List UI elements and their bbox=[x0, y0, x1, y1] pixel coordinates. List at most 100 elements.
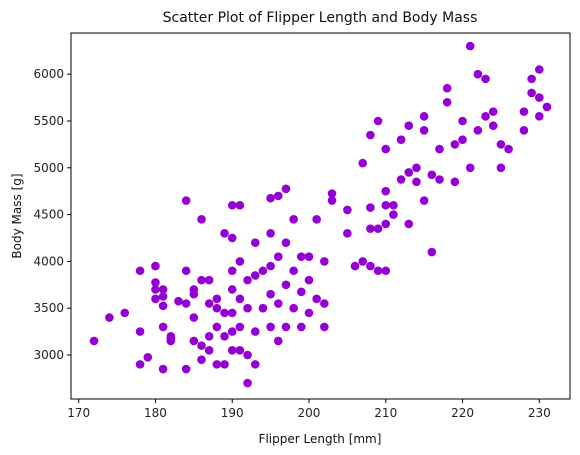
data-point bbox=[158, 285, 168, 294]
data-point bbox=[381, 144, 391, 154]
data-point bbox=[227, 266, 237, 276]
data-point bbox=[312, 214, 321, 224]
data-point bbox=[381, 200, 391, 210]
data-point bbox=[250, 327, 260, 336]
data-point bbox=[220, 360, 229, 369]
data-point bbox=[174, 296, 183, 306]
points-layer bbox=[89, 41, 552, 388]
data-point bbox=[181, 266, 191, 276]
x-axis-ticks: 170 180 190 200 210 220 230 bbox=[67, 399, 551, 420]
data-point bbox=[496, 140, 506, 149]
x-tick-label: 190 bbox=[221, 406, 244, 420]
x-tick-label: 200 bbox=[298, 406, 321, 420]
data-point bbox=[289, 303, 298, 313]
data-point bbox=[327, 189, 337, 198]
data-point bbox=[258, 303, 268, 313]
data-point bbox=[343, 205, 352, 215]
data-point bbox=[427, 170, 437, 180]
data-point bbox=[151, 294, 160, 304]
data-point bbox=[412, 163, 421, 173]
data-point bbox=[204, 299, 214, 308]
data-point bbox=[243, 350, 252, 360]
data-point bbox=[312, 294, 321, 304]
data-point bbox=[189, 313, 199, 322]
data-point bbox=[389, 200, 398, 210]
data-point bbox=[143, 353, 153, 362]
data-point bbox=[204, 346, 214, 355]
data-point bbox=[297, 287, 306, 297]
x-tick-label: 210 bbox=[374, 406, 397, 420]
data-point bbox=[266, 322, 275, 332]
data-point bbox=[151, 278, 160, 287]
data-point bbox=[373, 116, 383, 126]
data-point bbox=[458, 116, 467, 126]
y-tick-label: 3000 bbox=[33, 348, 64, 362]
data-point bbox=[435, 144, 444, 154]
data-point bbox=[120, 308, 130, 318]
data-point bbox=[151, 285, 160, 294]
data-point bbox=[273, 336, 283, 346]
data-point bbox=[320, 322, 329, 332]
data-point bbox=[212, 294, 222, 304]
y-tick-label: 4000 bbox=[33, 254, 64, 268]
data-point bbox=[220, 308, 229, 318]
data-point bbox=[227, 200, 237, 210]
data-point bbox=[266, 289, 275, 299]
data-point bbox=[519, 107, 529, 116]
data-point bbox=[281, 280, 291, 290]
data-point bbox=[197, 355, 206, 364]
data-point bbox=[527, 88, 536, 98]
data-point bbox=[250, 360, 260, 369]
data-point bbox=[389, 210, 398, 219]
data-point bbox=[327, 196, 337, 205]
data-point bbox=[320, 299, 329, 308]
data-point bbox=[350, 261, 360, 271]
data-point bbox=[289, 266, 298, 276]
data-point bbox=[258, 266, 268, 276]
data-point bbox=[527, 74, 536, 84]
data-point bbox=[273, 252, 283, 262]
data-point bbox=[212, 360, 222, 369]
x-axis-label: Flipper Length [mm] bbox=[259, 432, 382, 446]
data-point bbox=[358, 257, 368, 266]
y-tick-label: 5000 bbox=[33, 161, 64, 175]
data-point bbox=[404, 121, 414, 130]
data-point bbox=[158, 292, 168, 301]
data-point bbox=[158, 301, 168, 311]
data-point bbox=[227, 346, 237, 355]
data-point bbox=[235, 257, 245, 266]
chart-title: Scatter Plot of Flipper Length and Body … bbox=[163, 10, 478, 26]
data-point bbox=[381, 186, 391, 196]
data-point bbox=[135, 266, 145, 276]
data-point bbox=[197, 214, 206, 224]
data-point bbox=[442, 83, 452, 93]
data-point bbox=[297, 252, 306, 262]
data-point bbox=[212, 322, 222, 332]
data-point bbox=[419, 112, 429, 121]
data-point bbox=[358, 158, 368, 168]
data-point bbox=[281, 322, 291, 332]
data-point bbox=[504, 144, 513, 154]
data-point bbox=[396, 135, 406, 145]
data-point bbox=[235, 200, 245, 210]
data-point bbox=[534, 65, 544, 74]
data-point bbox=[373, 224, 383, 233]
data-point bbox=[273, 191, 283, 201]
data-point bbox=[450, 140, 460, 149]
data-point bbox=[542, 102, 552, 112]
data-point bbox=[181, 299, 191, 308]
data-point bbox=[304, 308, 314, 318]
y-tick-label: 6000 bbox=[33, 67, 64, 81]
data-point bbox=[235, 294, 245, 304]
data-point bbox=[197, 341, 206, 350]
data-point bbox=[473, 69, 483, 79]
data-point bbox=[266, 261, 275, 271]
data-point bbox=[473, 126, 483, 135]
data-point bbox=[235, 322, 245, 332]
data-point bbox=[396, 175, 406, 184]
data-point bbox=[227, 233, 237, 243]
data-point bbox=[519, 126, 529, 135]
data-point bbox=[366, 261, 375, 271]
plot-area-frame bbox=[70, 32, 571, 400]
